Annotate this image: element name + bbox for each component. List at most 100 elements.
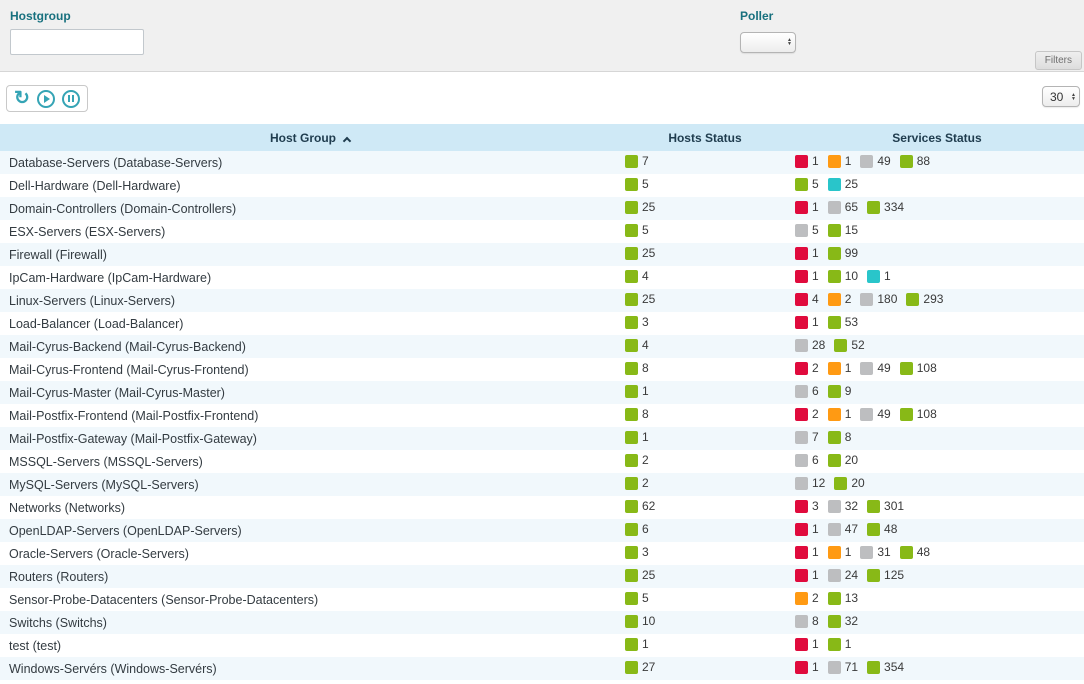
green-status-badge[interactable]: 8 (625, 361, 649, 375)
green-status-badge[interactable]: 10 (827, 269, 858, 283)
gray-status-badge[interactable]: 31 (860, 545, 891, 559)
gray-status-badge[interactable]: 65 (827, 200, 858, 214)
green-status-badge[interactable]: 1 (625, 637, 649, 651)
cyan-status-badge[interactable]: 25 (827, 177, 858, 191)
hostgroup-link[interactable]: Oracle-Servers (Oracle-Servers) (9, 546, 189, 561)
hostgroup-link[interactable]: Sensor-Probe-Datacenters (Sensor-Probe-D… (9, 592, 319, 607)
green-status-badge[interactable]: 354 (867, 660, 904, 674)
green-status-badge[interactable]: 27 (625, 660, 655, 674)
gray-status-badge[interactable]: 180 (860, 292, 897, 306)
green-status-badge[interactable]: 53 (827, 315, 858, 329)
orange-status-badge[interactable]: 2 (795, 591, 819, 605)
hostgroup-link[interactable]: Mail-Cyrus-Backend (Mail-Cyrus-Backend) (9, 339, 246, 354)
green-status-badge[interactable]: 1 (827, 637, 851, 651)
green-status-badge[interactable]: 20 (827, 453, 858, 467)
hostgroup-link[interactable]: Domain-Controllers (Domain-Controllers) (9, 201, 237, 216)
gray-status-badge[interactable]: 47 (827, 522, 858, 536)
green-status-badge[interactable]: 8 (625, 407, 649, 421)
green-status-badge[interactable]: 1 (625, 384, 649, 398)
column-services-status[interactable]: Services Status (790, 124, 1084, 151)
green-status-badge[interactable]: 9 (827, 384, 851, 398)
gray-status-badge[interactable]: 8 (795, 614, 819, 628)
column-host-group[interactable]: Host Group (0, 124, 620, 151)
hostgroup-link[interactable]: MSSQL-Servers (MSSQL-Servers) (9, 454, 203, 469)
green-status-badge[interactable]: 2 (625, 476, 649, 490)
red-status-badge[interactable]: 2 (795, 407, 819, 421)
gray-status-badge[interactable]: 24 (827, 568, 858, 582)
hostgroup-link[interactable]: Load-Balancer (Load-Balancer) (9, 316, 184, 331)
filters-button[interactable]: Filters (1034, 51, 1082, 70)
gray-status-badge[interactable]: 49 (860, 407, 891, 421)
hostgroup-link[interactable]: test (test) (9, 638, 62, 653)
hostgroup-link[interactable]: Mail-Cyrus-Master (Mail-Cyrus-Master) (9, 385, 225, 400)
gray-status-badge[interactable]: 49 (860, 361, 891, 375)
red-status-badge[interactable]: 1 (795, 269, 819, 283)
hostgroup-link[interactable]: OpenLDAP-Servers (OpenLDAP-Servers) (9, 523, 242, 538)
green-status-badge[interactable]: 6 (625, 522, 649, 536)
orange-status-badge[interactable]: 1 (827, 545, 851, 559)
red-status-badge[interactable]: 1 (795, 568, 819, 582)
green-status-badge[interactable]: 7 (625, 154, 649, 168)
green-status-badge[interactable]: 25 (625, 292, 655, 306)
red-status-badge[interactable]: 1 (795, 545, 819, 559)
hostgroup-link[interactable]: ESX-Servers (ESX-Servers) (9, 224, 166, 239)
orange-status-badge[interactable]: 1 (827, 407, 851, 421)
gray-status-badge[interactable]: 28 (795, 338, 825, 352)
gray-status-badge[interactable]: 6 (795, 453, 819, 467)
green-status-badge[interactable]: 52 (834, 338, 865, 352)
green-status-badge[interactable]: 293 (906, 292, 943, 306)
green-status-badge[interactable]: 125 (867, 568, 904, 582)
hostgroup-link[interactable]: Firewall (Firewall) (9, 247, 107, 262)
red-status-badge[interactable]: 4 (795, 292, 819, 306)
red-status-badge[interactable]: 1 (795, 246, 819, 260)
column-hosts-status[interactable]: Hosts Status (620, 124, 790, 151)
gray-status-badge[interactable]: 5 (795, 223, 819, 237)
green-status-badge[interactable]: 48 (867, 522, 897, 536)
green-status-badge[interactable]: 25 (625, 200, 655, 214)
green-status-badge[interactable]: 5 (625, 591, 649, 605)
hostgroup-link[interactable]: Mail-Postfix-Frontend (Mail-Postfix-Fron… (9, 408, 259, 423)
green-status-badge[interactable]: 1 (625, 430, 649, 444)
green-status-badge[interactable]: 15 (827, 223, 858, 237)
green-status-badge[interactable]: 108 (899, 361, 937, 375)
green-status-badge[interactable]: 301 (867, 499, 904, 513)
red-status-badge[interactable]: 1 (795, 200, 819, 214)
page-size-select[interactable]: 30 ▲ ▼ (1042, 86, 1080, 107)
gray-status-badge[interactable]: 71 (827, 660, 858, 674)
green-status-badge[interactable]: 88 (899, 154, 930, 168)
refresh-icon[interactable]: ↻ (14, 88, 30, 109)
orange-status-badge[interactable]: 1 (827, 361, 851, 375)
green-status-badge[interactable]: 48 (899, 545, 930, 559)
gray-status-badge[interactable]: 6 (795, 384, 819, 398)
green-status-badge[interactable]: 8 (827, 430, 851, 444)
red-status-badge[interactable]: 1 (795, 315, 819, 329)
green-status-badge[interactable]: 10 (625, 614, 655, 628)
green-status-badge[interactable]: 32 (827, 614, 858, 628)
pause-icon[interactable] (61, 89, 80, 108)
hostgroup-link[interactable]: Linux-Servers (Linux-Servers) (9, 293, 176, 308)
hostgroup-input[interactable] (10, 29, 144, 55)
gray-status-badge[interactable]: 7 (795, 430, 819, 444)
cyan-status-badge[interactable]: 1 (867, 269, 891, 283)
hostgroup-link[interactable]: Database-Servers (Database-Servers) (9, 155, 223, 170)
red-status-badge[interactable]: 1 (795, 660, 819, 674)
hostgroup-link[interactable]: IpCam-Hardware (IpCam-Hardware) (9, 270, 212, 285)
green-status-badge[interactable]: 2 (625, 453, 649, 467)
orange-status-badge[interactable]: 1 (827, 154, 851, 168)
hostgroup-link[interactable]: Routers (Routers) (9, 569, 109, 584)
orange-status-badge[interactable]: 2 (827, 292, 851, 306)
gray-status-badge[interactable]: 49 (860, 154, 891, 168)
red-status-badge[interactable]: 1 (795, 154, 819, 168)
green-status-badge[interactable]: 3 (625, 315, 649, 329)
green-status-badge[interactable]: 108 (899, 407, 937, 421)
hostgroup-link[interactable]: Mail-Cyrus-Frontend (Mail-Cyrus-Frontend… (9, 362, 249, 377)
play-icon[interactable] (36, 89, 55, 108)
hostgroup-link[interactable]: Switchs (Switchs) (9, 615, 107, 630)
green-status-badge[interactable]: 4 (625, 269, 649, 283)
red-status-badge[interactable]: 1 (795, 522, 819, 536)
green-status-badge[interactable]: 4 (625, 338, 649, 352)
green-status-badge[interactable]: 3 (625, 545, 649, 559)
red-status-badge[interactable]: 1 (795, 637, 819, 651)
hostgroup-link[interactable]: Mail-Postfix-Gateway (Mail-Postfix-Gatew… (9, 431, 257, 446)
green-status-badge[interactable]: 13 (827, 591, 858, 605)
